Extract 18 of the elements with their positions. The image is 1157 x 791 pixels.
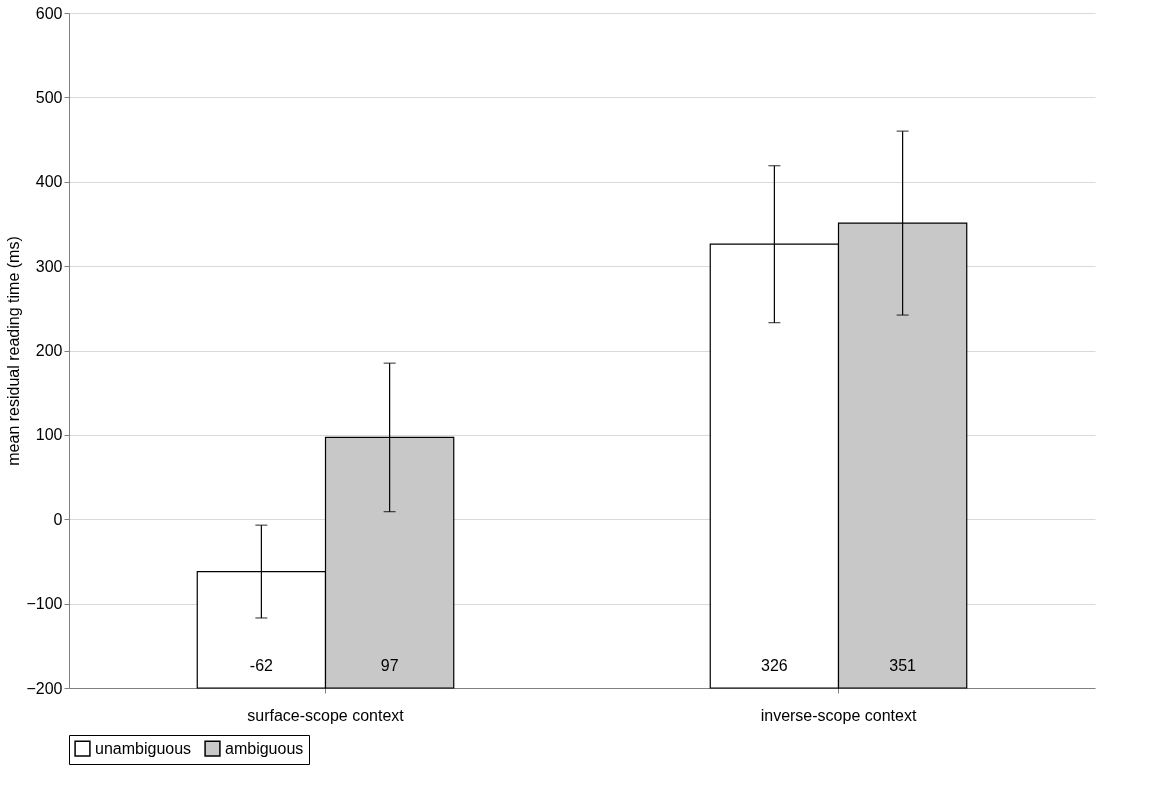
x-tick-label: inverse-scope context [760, 706, 917, 724]
legend-label: ambiguous [225, 739, 304, 757]
y-tick-label: −100 [26, 595, 63, 613]
y-tick-label: 600 [35, 4, 63, 22]
y-tick-label: 200 [35, 342, 63, 359]
data-label: -62 [249, 657, 274, 674]
y-tick-label: 300 [35, 257, 63, 275]
data-label: 351 [889, 657, 917, 674]
y-tick-label: 0 [53, 510, 63, 528]
y-tick-label: 100 [35, 426, 63, 444]
y-tick-label: 400 [35, 173, 63, 191]
y-tick-label: −200 [26, 679, 63, 697]
y-axis-title: mean residual reading time (ms) [5, 236, 23, 466]
legend-label: unambiguous [95, 739, 192, 757]
y-tick-label: 500 [35, 88, 63, 106]
x-tick-label: surface-scope context [247, 706, 405, 724]
data-label: 97 [380, 657, 399, 674]
data-label: 326 [761, 657, 788, 674]
